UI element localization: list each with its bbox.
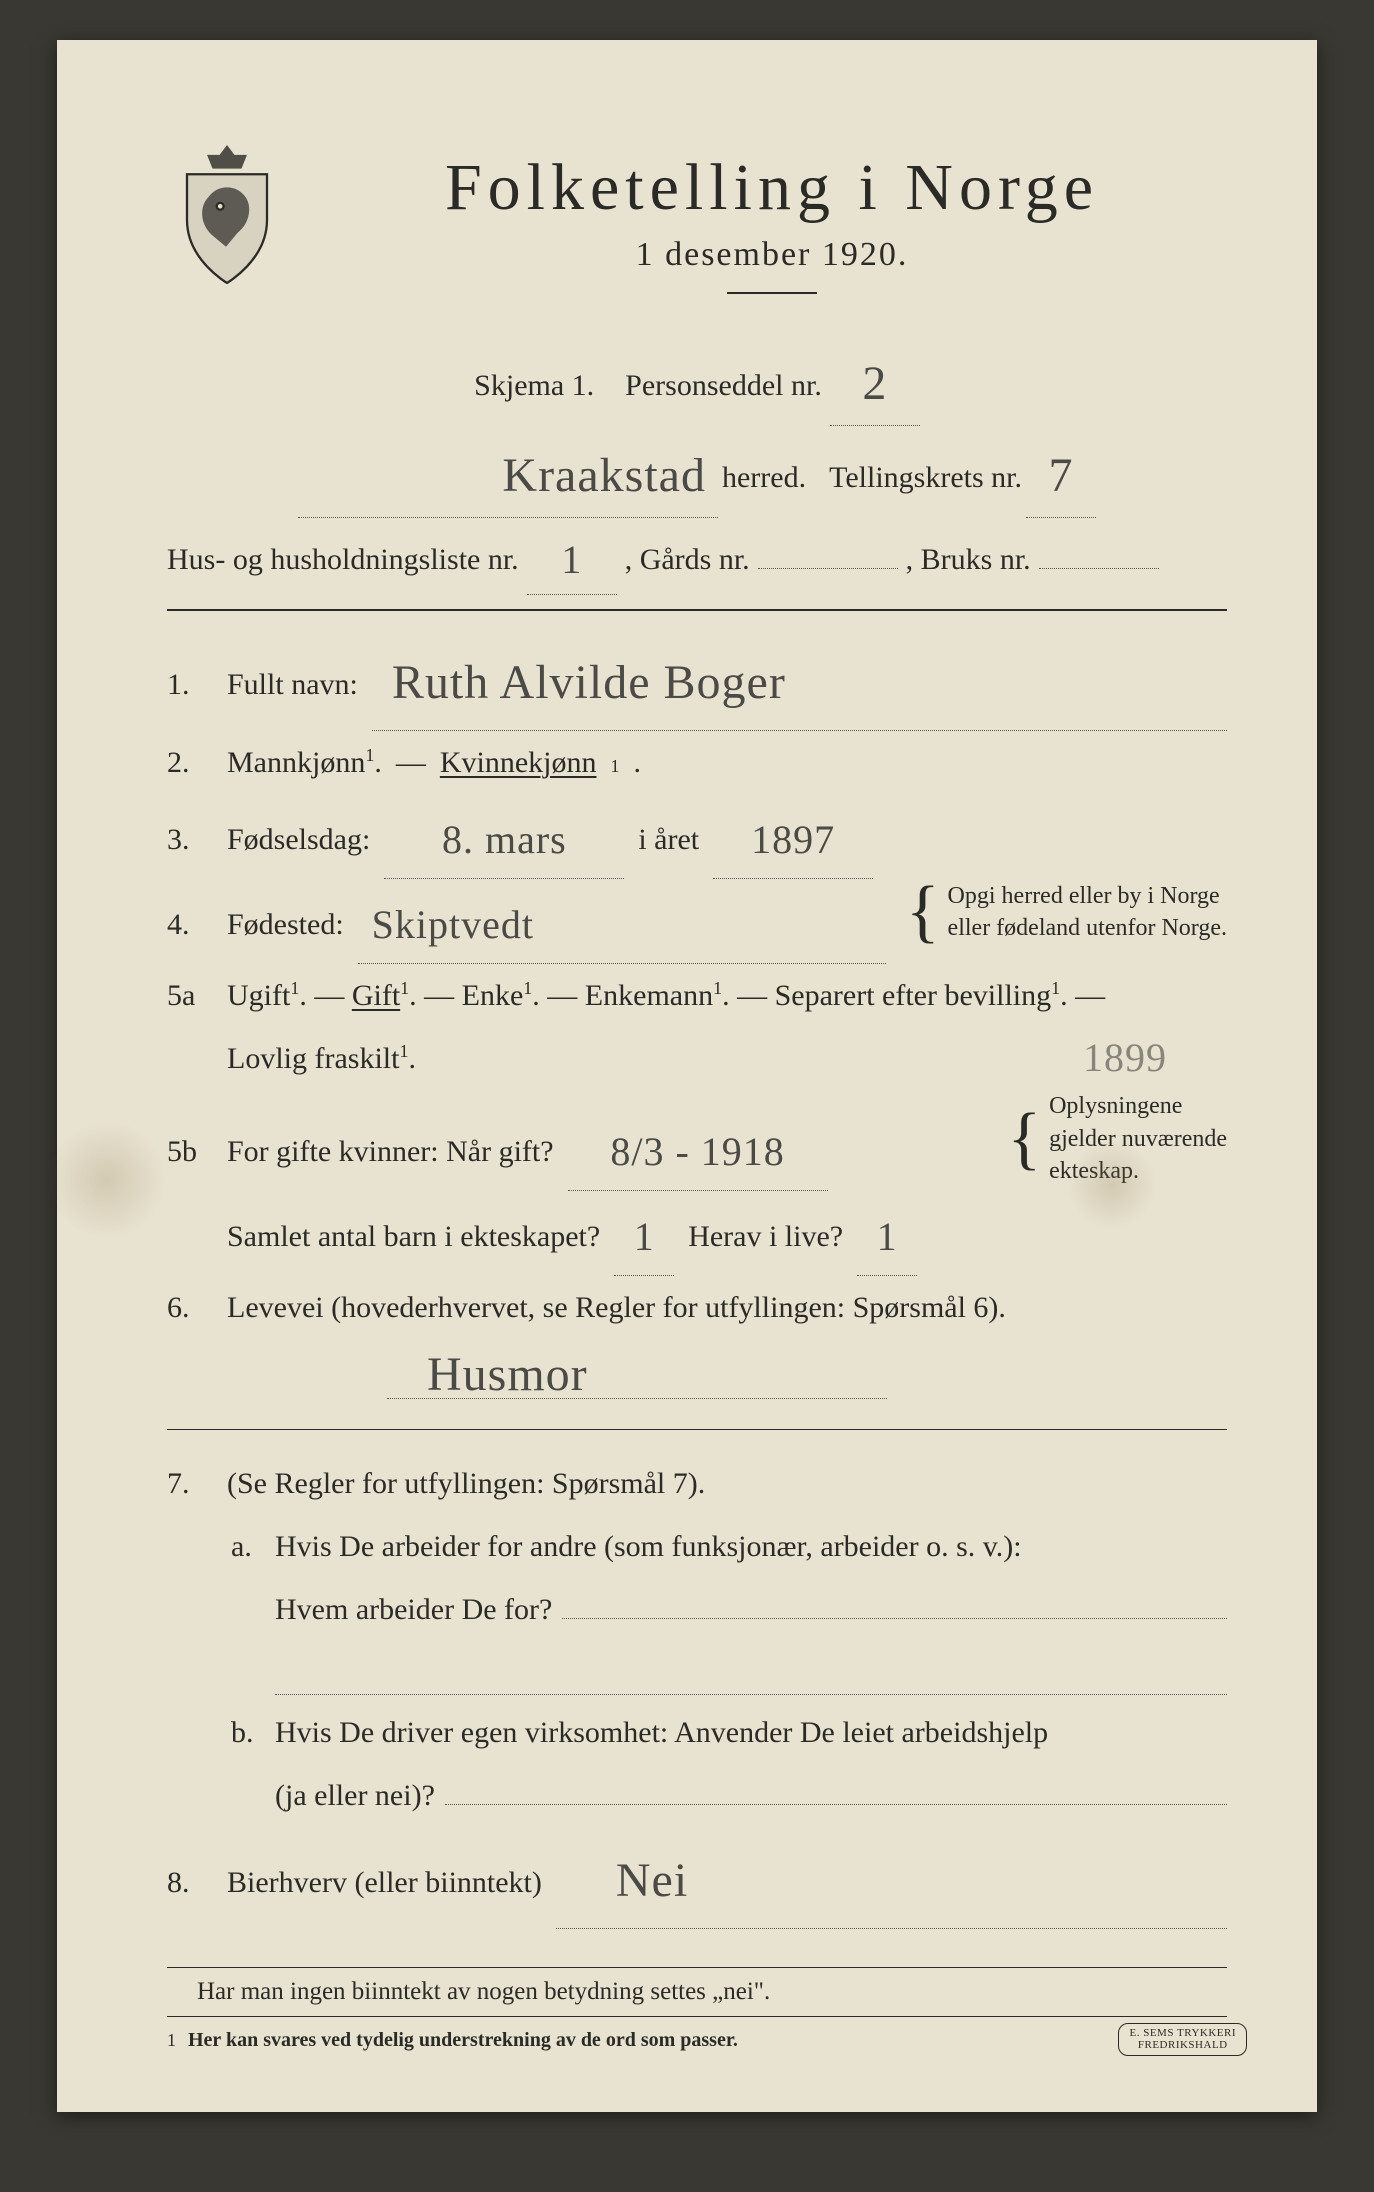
footnote-box: Har man ingen biinntekt av nogen betydni… [167,1967,1227,2017]
q7a-label: a. [231,1515,261,1578]
q1-value: Ruth Alvilde Boger [392,656,786,709]
q2: 2. Mannkjønn1. — Kvinnekjønn1. [167,731,1227,794]
q1-num: 1. [167,653,213,716]
q8: 8. Bierhverv (eller biinntekt) Nei [167,1827,1227,1929]
page-title: Folketelling i Norge [317,150,1227,226]
tellingskrets-label: Tellingskrets nr. [829,449,1022,506]
skjema-row: Skjema 1. Personseddel nr. 2 [167,334,1227,426]
q5b-label1: For gifte kvinner: Når gift? [227,1120,554,1183]
bruks-label: , Bruks nr. [906,531,1031,588]
title-block: Folketelling i Norge 1 desember 1920. [317,150,1227,322]
q4-note1: Opgi herred eller by i Norge [948,880,1227,912]
q3-day: 8. mars [442,817,567,862]
q5b-note2: gjelder nuværende [1049,1123,1227,1155]
q5a: 5a Ugift1. — Gift1. — Enke1. — Enkemann1… [167,964,1227,1090]
q5a-gift: Gift [352,979,400,1012]
personseddel-nr: 2 [862,357,887,410]
q6: 6. Levevei (hovederhvervet, se Regler fo… [167,1276,1227,1339]
husliste-label: Hus- og husholdningsliste nr. [167,531,519,588]
footnote-box-text: Har man ingen biinntekt av nogen betydni… [197,1978,770,2005]
q8-num: 8. [167,1851,213,1914]
q7b-line1: Hvis De driver egen virksomhet: Anvender… [275,1701,1227,1764]
q4-label: Fødested: [227,893,344,956]
q5a-margin-year: 1899 [1083,1016,1167,1100]
q3-num: 3. [167,808,213,871]
q5b-barn-totalt: 1 [634,1214,655,1259]
herred-label: herred. [722,449,806,506]
q5a-fraskilt: Lovlig fraskilt [227,1042,399,1075]
paper-stain [47,1120,167,1240]
herred-row: Kraakstad herred. Tellingskrets nr. 7 [167,426,1227,518]
q5b-note3: ekteskap. [1049,1155,1227,1187]
page-subtitle: 1 desember 1920. [317,236,1227,274]
divider [167,609,1227,611]
q7a-line2: Hvem arbeider De for? [275,1578,552,1641]
coat-of-arms-icon [167,140,287,300]
q3-year: 1897 [751,817,835,862]
q2-mann: Mannkjønn [227,746,365,779]
q7b-label: b. [231,1701,261,1764]
q1: 1. Fullt navn: Ruth Alvilde Boger [167,629,1227,731]
q1-label: Fullt navn: [227,653,358,716]
q3-year-label: i året [638,808,699,871]
q5b-barn-live: 1 [877,1214,898,1259]
title-divider [727,292,817,294]
q5b-label2: Samlet antal barn i ekteskapet? [227,1205,600,1268]
q5b-note: { Oplysningene gjelder nuværende ekteska… [1007,1090,1227,1187]
q5b-label3: Herav i live? [688,1205,843,1268]
q5b: 5b For gifte kvinner: Når gift? 8/3 - 19… [167,1090,1227,1276]
q4-note: { Opgi herred eller by i Norge eller fød… [906,880,1227,945]
q7a-line1: Hvis De arbeider for andre (som funksjon… [275,1515,1227,1578]
footnote: 1 Her kan svares ved tydelig understrekn… [167,2029,1227,2052]
q4: 4. Fødested: Skiptvedt { Opgi herred ell… [167,879,1227,964]
footnote-text: Her kan svares ved tydelig understreknin… [188,2029,738,2052]
q5b-gift-dato: 8/3 - 1918 [610,1129,784,1174]
husliste-nr: 1 [561,537,582,582]
tellingskrets-nr: 7 [1049,449,1074,502]
q5b-num: 5b [167,1120,213,1183]
q4-value: Skiptvedt [372,902,534,947]
skjema-label: Skjema 1. [474,357,594,414]
herred-value: Kraakstad [502,449,706,502]
footnote-sup: 1 [167,2030,176,2051]
q7-num: 7. [167,1452,213,1515]
printer-stamp: E. SEMS TRYKKERI FREDRIKSHALD [1118,2023,1247,2055]
q5a-enke: Enke [462,979,524,1012]
q2-dash: — [396,731,426,794]
q3-label: Fødselsdag: [227,808,370,871]
q8-label: Bierhverv (eller biinntekt) [227,1851,542,1914]
q2-kvinne: Kvinnekjønn [440,746,597,779]
q6-value-line: Husmor [387,1343,1227,1399]
header: Folketelling i Norge 1 desember 1920. [167,150,1227,322]
gards-label: , Gårds nr. [625,531,750,588]
husliste-row: Hus- og husholdningsliste nr. 1 , Gårds … [167,518,1227,595]
q7: 7. (Se Regler for utfyllingen: Spørsmål … [167,1452,1227,1515]
q5a-ugift: Ugift [227,979,290,1012]
q6-num: 6. [167,1276,213,1339]
q7-label: (Se Regler for utfyllingen: Spørsmål 7). [227,1452,705,1515]
q2-num: 2. [167,731,213,794]
personseddel-label: Personseddel nr. [625,357,822,414]
census-form-page: Folketelling i Norge 1 desember 1920. Sk… [57,40,1317,2112]
q6-label: Levevei (hovederhvervet, se Regler for u… [227,1276,1006,1339]
q7b-line2: (ja eller nei)? [275,1764,435,1827]
q8-value: Nei [616,1854,688,1907]
q4-num: 4. [167,893,213,956]
q7a: a. Hvis De arbeider for andre (som funks… [231,1515,1227,1695]
q4-note2: eller fødeland utenfor Norge. [948,912,1227,944]
q5a-enkemann: Enkemann [585,979,713,1012]
q7b: b. Hvis De driver egen virksomhet: Anven… [231,1701,1227,1827]
q5a-num: 5a [167,964,213,1027]
q5a-separert: Separert efter bevilling [775,979,1052,1012]
q3: 3. Fødselsdag: 8. mars i året 1897 [167,794,1227,879]
q6-value: Husmor [427,1348,588,1401]
divider [167,1429,1227,1430]
